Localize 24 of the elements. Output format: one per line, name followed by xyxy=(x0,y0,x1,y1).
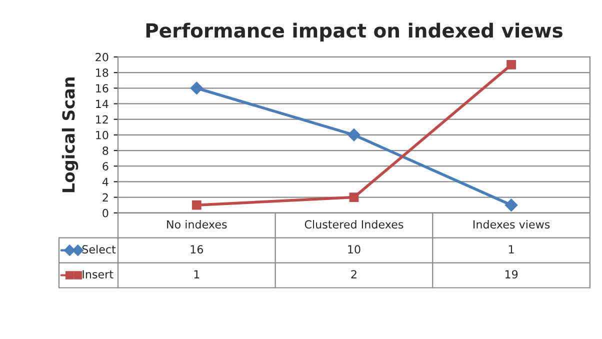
data-label: 1 xyxy=(194,270,200,278)
data-label: 10 xyxy=(348,245,360,254)
data-label: 19 xyxy=(505,270,518,278)
legend-label: Select xyxy=(82,244,116,254)
y-tick-label: 2 xyxy=(102,193,108,202)
y-tick-label: 14 xyxy=(96,100,108,108)
chart-title: Performance impact on indexed views xyxy=(146,22,562,42)
y-tick-label: 8 xyxy=(102,146,108,155)
legend-label: Insert xyxy=(82,270,114,278)
y-tick-label: 12 xyxy=(96,115,108,124)
data-label: 2 xyxy=(351,270,356,278)
x-tick-label: Clustered Indexes xyxy=(304,220,404,229)
y-tick-label: 16 xyxy=(96,84,108,93)
data-label: 1 xyxy=(508,245,514,254)
y-tick-label: 10 xyxy=(96,130,108,140)
y-tick-label: 20 xyxy=(96,52,108,62)
y-tick-label: 0 xyxy=(102,208,108,218)
y-tick-label: 6 xyxy=(102,162,108,170)
y-axis-title: Logical Scan xyxy=(62,78,78,192)
x-tick-label: No indexes xyxy=(167,220,227,229)
x-tick-label: Indexes views xyxy=(474,220,550,229)
y-tick-label: 4 xyxy=(102,178,108,186)
data-label: 16 xyxy=(190,245,204,254)
y-tick-label: 18 xyxy=(96,68,108,77)
